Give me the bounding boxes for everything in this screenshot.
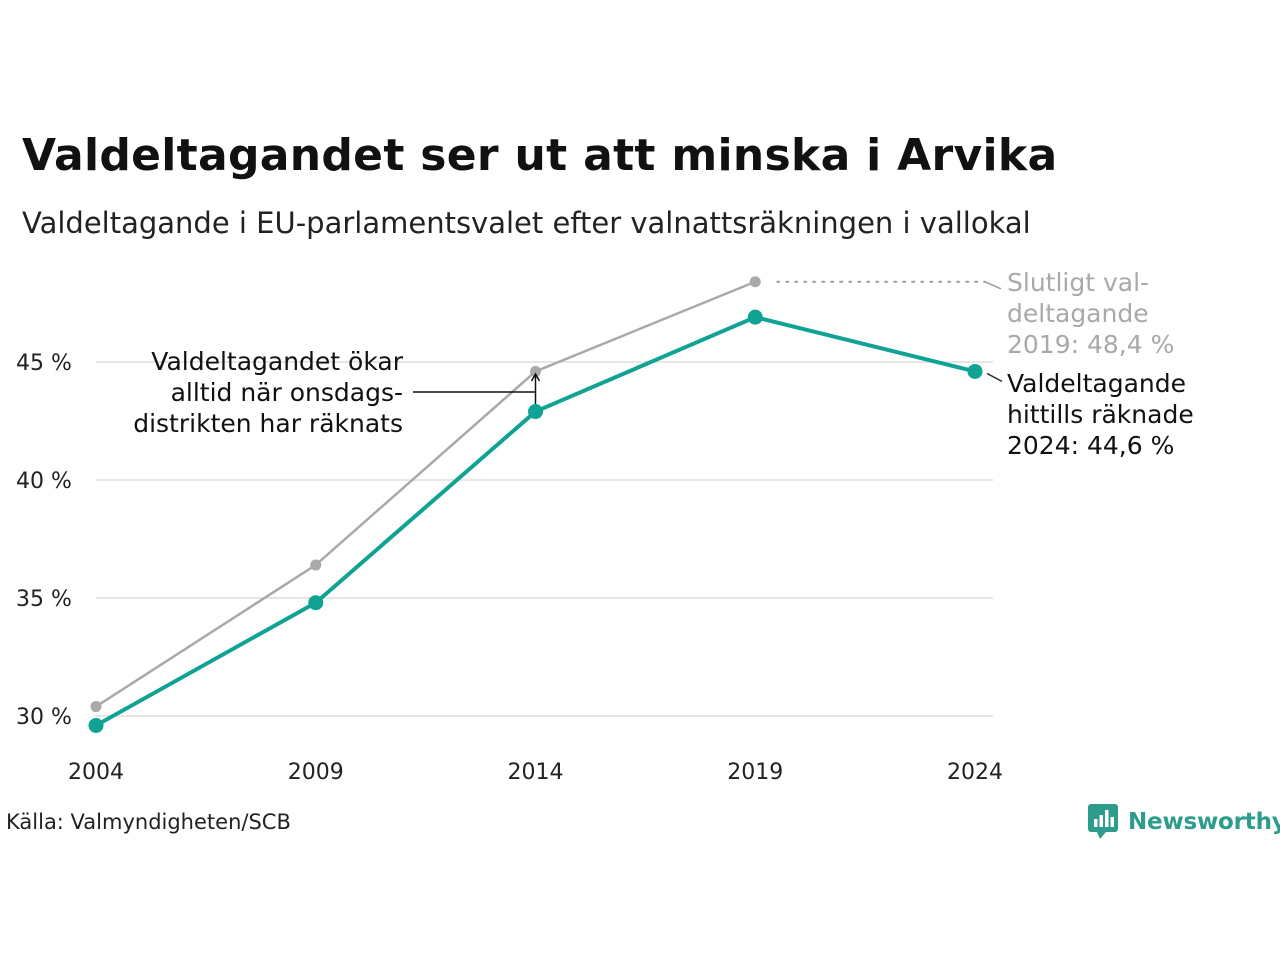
x-axis-ticks: 2004 2009 2014 2019 2024: [68, 760, 1003, 785]
x-tick-label: 2009: [288, 760, 344, 785]
y-tick-label: 40 %: [16, 469, 72, 494]
wednesday-note-label: alltid när onsdags-: [171, 378, 403, 407]
wednesday-note-label: Valdeltagandet ökar: [151, 347, 403, 376]
y-tick-label: 35 %: [16, 587, 72, 612]
final-turnout-point: [530, 365, 541, 377]
counted-turnout-point: [308, 595, 324, 611]
x-tick-label: 2019: [727, 760, 783, 785]
x-tick-label: 2024: [947, 760, 1003, 785]
final-turnout-line: [94, 280, 757, 708]
final-turnout-point: [90, 701, 102, 713]
bar-chart-speech-bubble-icon: [1088, 804, 1118, 839]
brand-logo: Newsworthy: [1088, 804, 1280, 840]
y-tick-label: 45 %: [16, 351, 72, 376]
x-tick-label: 2004: [68, 760, 124, 785]
counted-turnout-point: [528, 404, 543, 420]
final-2019-label: 2019: 48,4 %: [1007, 330, 1174, 359]
x-tick-label: 2014: [508, 760, 564, 785]
final-turnout-point: [749, 276, 761, 288]
final-2019-label: deltagande: [1007, 299, 1149, 328]
counted-2024-label: Valdeltagande: [1007, 369, 1186, 398]
final-2019-leader-tick: [984, 281, 1002, 290]
counted-2024-leader: [986, 372, 1003, 383]
final-2019-label: Slutligt val-: [1007, 268, 1149, 297]
source-note: Källa: Valmyndigheten/SCB: [6, 810, 291, 834]
counted-turnout-point: [967, 363, 983, 379]
y-axis-ticks: 30 % 35 % 40 % 45 %: [16, 351, 72, 730]
wednesday-note-label: distrikten har räknats: [133, 409, 403, 438]
grid-lines: [96, 361, 993, 717]
series: [88, 276, 983, 733]
counted-turnout-point: [747, 309, 763, 325]
counted-2024-label: 2024: 44,6 %: [1007, 431, 1174, 460]
chart-title: Valdeltagandet ser ut att minska i Arvik…: [22, 130, 1058, 181]
chart-subtitle: Valdeltagande i EU-parlamentsvalet efter…: [22, 206, 1031, 240]
counted-2024-label: hittills räknade: [1007, 400, 1194, 429]
final-turnout-point: [310, 559, 322, 571]
counted-turnout-point: [88, 717, 104, 733]
y-tick-label: 30 %: [16, 705, 72, 730]
wednesday-note-arrowhead: [530, 372, 541, 382]
brand-name: Newsworthy: [1128, 809, 1280, 835]
